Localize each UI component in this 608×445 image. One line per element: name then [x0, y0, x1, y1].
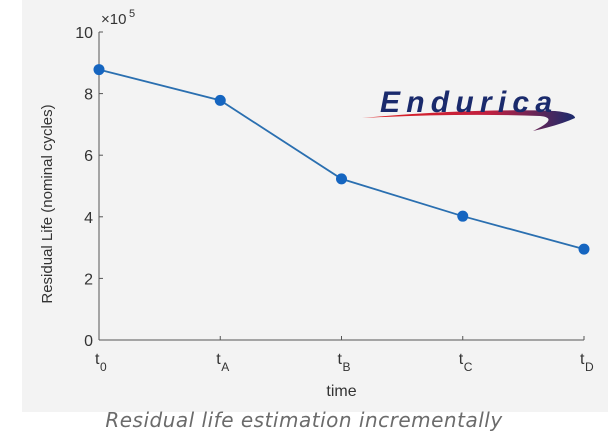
- series-line: [98, 68, 585, 251]
- endurica-logo: Endurica: [362, 86, 575, 131]
- data-point: [457, 210, 469, 222]
- x-tick-subscript: C: [464, 360, 473, 374]
- data-point: [578, 243, 590, 255]
- data-point: [93, 64, 105, 76]
- y-tick-label: 6: [84, 148, 93, 165]
- y-tick-label: 4: [84, 210, 93, 227]
- data-point: [214, 94, 226, 106]
- logo-swoosh: [362, 110, 575, 131]
- data-point: [336, 173, 347, 185]
- figure-caption: Residual life estimation incrementally: [105, 408, 503, 432]
- x-tick-subscript: D: [585, 360, 594, 374]
- x-tick-label: t: [580, 351, 585, 368]
- x-tick-label: t: [459, 351, 464, 368]
- y-tick-label: 0: [84, 333, 93, 350]
- x-tick-label: t: [95, 351, 100, 368]
- x-tick-label: t: [338, 351, 343, 368]
- y-tick-label: 8: [84, 87, 93, 104]
- x-axis-label: time: [326, 383, 356, 400]
- chart-background: [22, 0, 608, 412]
- x-tick-subscript: A: [221, 360, 229, 374]
- y-axis-label: Residual Life (nominal cycles): [39, 104, 56, 303]
- y-multiplier: ×10: [101, 11, 126, 28]
- y-tick-label: 2: [84, 271, 93, 288]
- x-tick-subscript: B: [343, 360, 351, 374]
- y-tick-label: 10: [75, 25, 93, 42]
- x-tick-subscript: 0: [100, 360, 107, 374]
- logo-text: Endurica: [380, 86, 552, 119]
- x-tick-label: t: [216, 351, 221, 368]
- y-multiplier-exponent: 5: [129, 8, 135, 20]
